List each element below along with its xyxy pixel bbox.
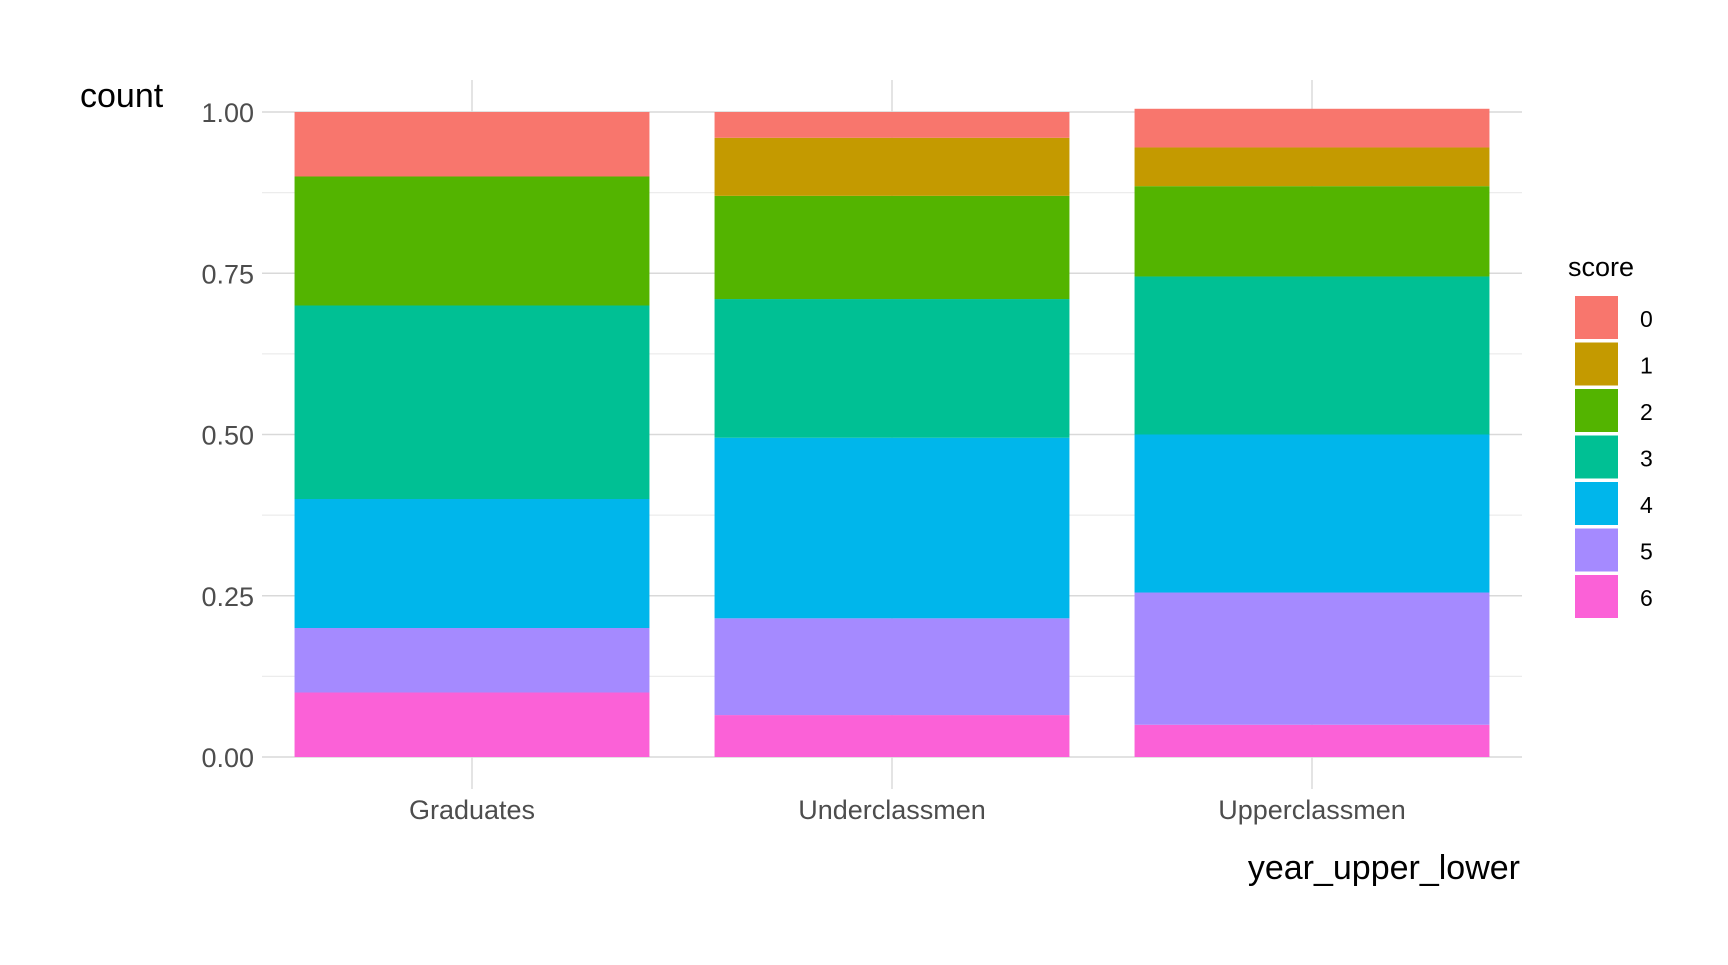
bar-segment-graduates-score-5 <box>294 628 650 693</box>
bar-segment-underclassmen-score-1 <box>714 137 1070 196</box>
legend: score 0 1 2 3 4 5 6 <box>1568 252 1653 618</box>
bar-segment-upperclassmen-score-6 <box>1134 724 1490 757</box>
bar-segment-underclassmen-score-6 <box>714 715 1070 757</box>
y-tick-label: 0.75 <box>201 259 254 289</box>
legend-label-1: 1 <box>1640 353 1653 379</box>
bar-segment-upperclassmen-score-3 <box>1134 276 1490 435</box>
legend-key-4 <box>1575 482 1618 525</box>
x-tick-label: Upperclassmen <box>1218 795 1406 825</box>
legend-key-3 <box>1575 435 1618 479</box>
x-axis-title: year_upper_lower <box>1248 849 1520 887</box>
legend-label-5: 5 <box>1640 539 1653 565</box>
bar-segment-graduates-score-4 <box>294 499 650 628</box>
bar-segment-underclassmen-score-0 <box>714 112 1070 138</box>
legend-key-1 <box>1575 342 1618 386</box>
legend-key-6 <box>1575 575 1618 618</box>
y-tick-label: 1.00 <box>201 98 254 128</box>
y-tick-label: 0.25 <box>201 582 254 612</box>
legend-label-3: 3 <box>1640 446 1653 472</box>
bars <box>294 108 1490 757</box>
x-axis-ticks: Graduates Underclassmen Upperclassmen <box>409 795 1406 825</box>
bar-segment-upperclassmen-score-0 <box>1134 108 1490 148</box>
legend-label-4: 4 <box>1640 492 1653 518</box>
bar-segment-upperclassmen-score-2 <box>1134 186 1490 277</box>
legend-key-0 <box>1575 296 1618 339</box>
bar-segment-graduates-score-6 <box>294 692 650 757</box>
bar-segment-underclassmen-score-4 <box>714 437 1070 619</box>
bar-segment-upperclassmen-score-5 <box>1134 592 1490 725</box>
legend-key-2 <box>1575 389 1618 432</box>
legend-label-2: 2 <box>1640 399 1653 425</box>
legend-label-6: 6 <box>1640 585 1653 611</box>
x-tick-label: Graduates <box>409 795 535 825</box>
bar-segment-underclassmen-score-2 <box>714 195 1070 300</box>
x-tick-label: Underclassmen <box>798 795 986 825</box>
legend-key-5 <box>1575 528 1618 572</box>
legend-title: score <box>1568 252 1634 282</box>
bar-segment-graduates-score-0 <box>294 112 650 177</box>
y-tick-label: 0.50 <box>201 421 254 451</box>
legend-items: 0 1 2 3 4 5 6 <box>1575 296 1653 618</box>
bar-segment-underclassmen-score-3 <box>714 299 1070 438</box>
bar-segment-graduates-score-2 <box>294 176 650 306</box>
legend-label-0: 0 <box>1640 306 1653 332</box>
bar-segment-underclassmen-score-5 <box>714 618 1070 716</box>
bar-segment-upperclassmen-score-4 <box>1134 434 1490 593</box>
y-axis-ticks: 0.00 0.25 0.50 0.75 1.00 <box>201 98 254 773</box>
y-tick-label: 0.00 <box>201 743 254 773</box>
bar-segment-graduates-score-3 <box>294 305 650 499</box>
bar-segment-upperclassmen-score-1 <box>1134 147 1490 187</box>
y-axis-title: count <box>80 77 164 115</box>
